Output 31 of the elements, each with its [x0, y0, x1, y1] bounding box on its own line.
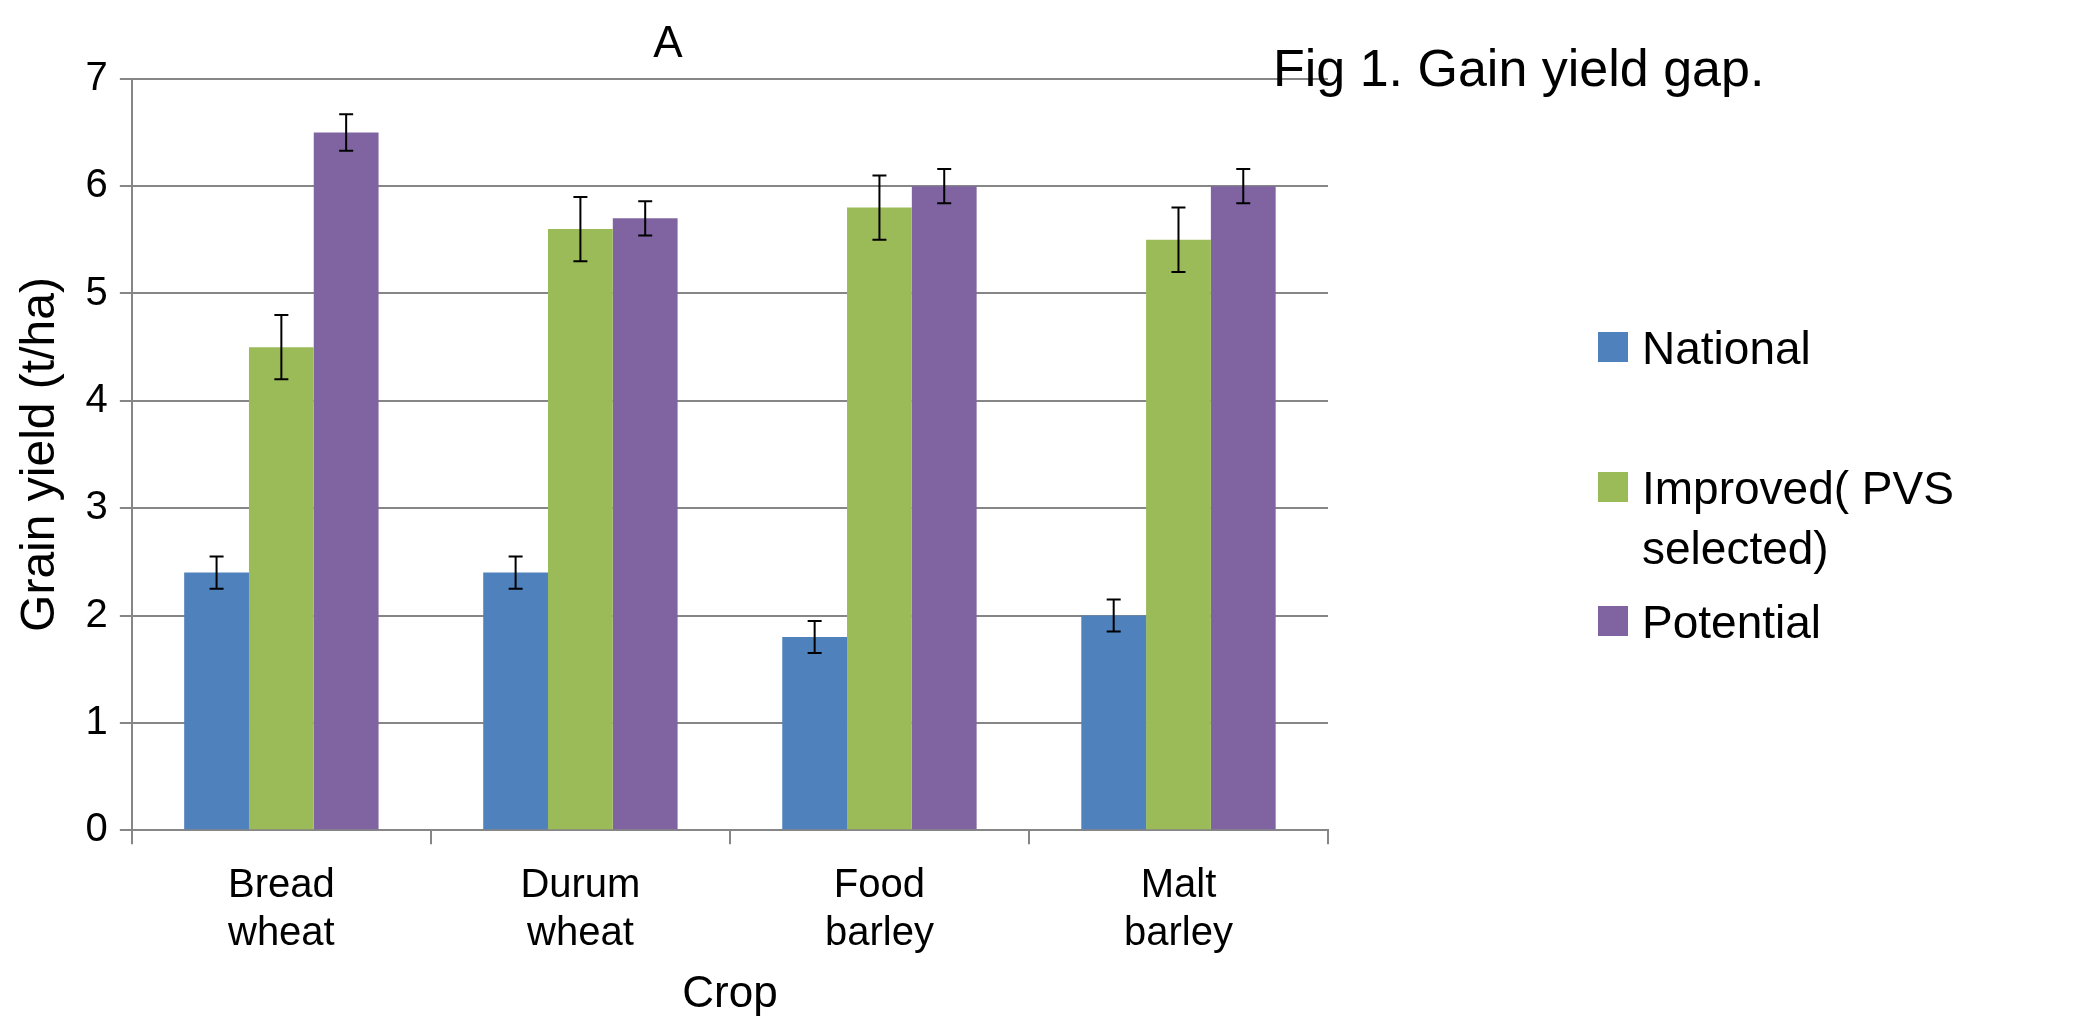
- x-tick-label: Malt barley: [1124, 861, 1233, 954]
- y-axis-title: Grain yield (t/ha): [11, 277, 65, 632]
- x-tick-label: Bread wheat: [226, 861, 335, 954]
- y-tick-label: 0: [85, 805, 108, 850]
- y-tick-label: 2: [85, 590, 108, 635]
- bar: [612, 218, 678, 830]
- chart-title: A: [653, 16, 684, 66]
- x-axis-title: Crop: [682, 966, 778, 1016]
- y-tick-label: 3: [85, 483, 108, 528]
- bar: [911, 186, 977, 830]
- x-tick-label: Durum wheat: [520, 861, 641, 954]
- bar: [1210, 186, 1276, 830]
- bar: [782, 636, 848, 830]
- y-tick-label: 5: [85, 268, 108, 313]
- bar: [1146, 239, 1211, 830]
- legend-label: Potential: [1642, 595, 1822, 650]
- bar: [313, 132, 379, 830]
- bar: [184, 572, 249, 830]
- y-tick-label: 1: [85, 697, 108, 742]
- legend-label: National: [1642, 321, 1811, 376]
- bar: [248, 347, 314, 830]
- bar: [1081, 615, 1147, 830]
- x-tick-label: Food barley: [824, 861, 934, 954]
- y-tick-label: 4: [85, 375, 108, 420]
- annotation: Fig 1. Gain yield gap.: [1273, 38, 1765, 98]
- y-tick-label: 6: [85, 161, 108, 206]
- bar: [548, 229, 613, 830]
- bar: [847, 207, 912, 830]
- y-tick-label: 7: [85, 53, 108, 98]
- legend-label: Improved( PVS selected): [1642, 461, 1955, 576]
- bar: [483, 572, 549, 830]
